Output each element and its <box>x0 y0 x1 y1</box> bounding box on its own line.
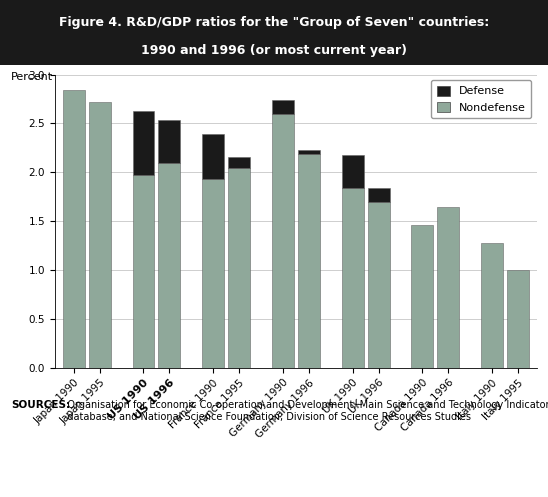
Bar <box>133 175 155 368</box>
Bar <box>228 168 250 368</box>
Bar <box>342 188 364 368</box>
Bar <box>228 157 250 168</box>
Bar <box>437 207 459 368</box>
Bar <box>342 155 364 188</box>
Bar <box>298 154 320 368</box>
Text: Figure 4. R&D/GDP ratios for the "Group of Seven" countries:: Figure 4. R&D/GDP ratios for the "Group … <box>59 16 489 29</box>
Text: Organisation for Economic Co-operation and Development, Main Science and Technol: Organisation for Economic Co-operation a… <box>58 400 548 421</box>
Bar <box>202 134 224 179</box>
Bar <box>272 100 294 114</box>
Legend: Defense, Nondefense: Defense, Nondefense <box>431 80 532 118</box>
Bar <box>63 90 85 368</box>
Text: 1990 and 1996 (or most current year): 1990 and 1996 (or most current year) <box>141 44 407 57</box>
Bar <box>412 225 433 368</box>
Bar <box>368 202 390 368</box>
Bar <box>481 243 503 368</box>
Bar <box>298 150 320 154</box>
Bar <box>158 164 180 368</box>
Bar <box>272 114 294 368</box>
Text: Percent: Percent <box>11 72 53 82</box>
Bar <box>507 270 529 368</box>
Text: SOURCES:: SOURCES: <box>11 400 70 410</box>
Bar <box>202 179 224 368</box>
Bar <box>158 120 180 164</box>
Bar <box>89 102 111 368</box>
Bar <box>133 111 155 175</box>
Bar <box>368 188 390 202</box>
